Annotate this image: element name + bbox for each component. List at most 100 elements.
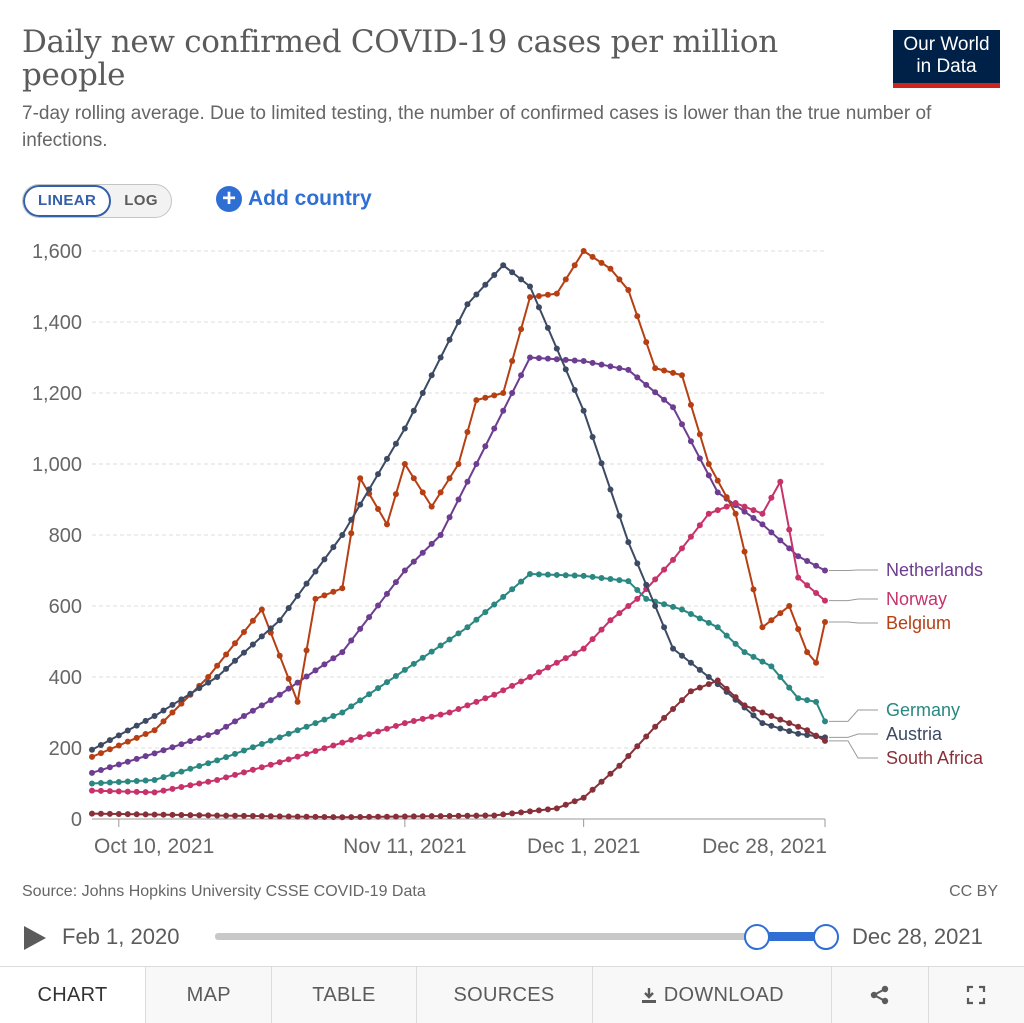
data-point — [133, 777, 140, 784]
data-point — [160, 718, 167, 725]
data-point — [169, 701, 176, 708]
data-point — [589, 253, 596, 260]
data-point — [562, 572, 569, 579]
linear-scale-button[interactable]: LINEAR — [23, 185, 112, 217]
data-point — [258, 813, 265, 820]
data-point — [571, 387, 578, 394]
share-button[interactable] — [831, 967, 927, 1023]
data-point — [455, 496, 462, 503]
x-tick-label: Nov 11, 2021 — [343, 835, 466, 858]
tab-table[interactable]: TABLE — [271, 967, 415, 1023]
data-point — [750, 705, 757, 712]
series-line — [91, 573, 826, 785]
data-point — [535, 304, 542, 311]
data-point — [330, 814, 337, 821]
data-point — [97, 810, 104, 817]
data-point — [678, 421, 685, 428]
data-point — [598, 778, 605, 785]
data-point — [705, 674, 712, 680]
data-point — [714, 677, 721, 684]
x-tick-label: Oct 10, 2021 — [94, 835, 214, 858]
data-point — [553, 659, 560, 666]
data-point — [482, 812, 489, 819]
data-point — [670, 404, 677, 411]
play-icon[interactable] — [24, 926, 46, 950]
data-point — [205, 732, 212, 739]
data-point — [410, 660, 417, 667]
x-tick-label: Dec 1, 2021 — [527, 835, 640, 858]
data-point — [491, 425, 498, 432]
data-point — [500, 687, 507, 694]
data-point — [366, 813, 373, 820]
data-point — [777, 716, 784, 723]
data-point — [714, 477, 721, 484]
data-point — [741, 649, 748, 656]
data-point — [89, 780, 95, 787]
logo-line-1: Our World — [903, 34, 990, 55]
data-point — [535, 807, 542, 814]
add-country-button[interactable]: + Add country — [216, 186, 372, 212]
data-point — [491, 812, 498, 819]
data-point — [133, 811, 140, 818]
data-point — [401, 461, 408, 467]
data-point — [89, 787, 95, 794]
data-point — [428, 372, 435, 379]
data-point — [357, 625, 364, 632]
data-point — [544, 664, 551, 671]
data-point — [678, 545, 685, 552]
data-point — [625, 603, 632, 609]
data-point — [643, 595, 650, 602]
timeline-start-handle[interactable] — [744, 924, 770, 950]
data-point — [285, 756, 292, 763]
data-point — [276, 813, 283, 820]
data-point — [285, 685, 292, 692]
data-point — [232, 812, 239, 819]
data-point — [687, 610, 694, 617]
log-scale-button[interactable]: LOG — [124, 192, 158, 209]
data-point — [294, 753, 301, 760]
y-tick-label: 1,000 — [32, 454, 82, 476]
data-point — [178, 741, 185, 748]
data-point — [723, 685, 730, 692]
data-point — [544, 291, 551, 298]
data-point — [795, 695, 802, 702]
data-point — [321, 592, 328, 599]
series-norway — [89, 478, 828, 796]
data-point — [419, 390, 426, 396]
y-tick-label: 1,400 — [32, 312, 82, 334]
data-point — [759, 720, 766, 727]
tab-map[interactable]: MAP — [145, 967, 271, 1023]
owid-logo[interactable]: Our World in Data — [893, 30, 1000, 88]
data-point — [527, 571, 534, 578]
data-point — [696, 455, 703, 462]
data-point — [151, 789, 158, 796]
data-point — [196, 812, 203, 819]
source-note[interactable]: Source: Johns Hopkins University CSSE CO… — [22, 883, 426, 900]
data-point — [553, 290, 560, 297]
data-point — [214, 729, 221, 736]
data-point — [544, 324, 551, 331]
data-point — [670, 645, 677, 652]
license-link[interactable]: CC BY — [949, 883, 998, 900]
timeline-end-handle[interactable] — [813, 924, 839, 950]
data-point — [294, 679, 301, 686]
data-point — [500, 390, 507, 396]
data-point — [330, 655, 337, 662]
data-point — [643, 381, 650, 388]
data-point — [464, 624, 471, 631]
legend-connector — [829, 709, 878, 722]
tab-chart[interactable]: CHART — [0, 967, 146, 1023]
data-point — [392, 440, 399, 447]
data-point — [348, 736, 355, 743]
y-tick-label: 1,200 — [32, 383, 82, 405]
timeline-track[interactable] — [215, 933, 825, 940]
data-point — [366, 486, 373, 493]
tab-download[interactable]: DOWNLOAD — [591, 967, 832, 1023]
data-point — [196, 780, 203, 787]
data-point — [375, 685, 382, 692]
data-point — [348, 814, 355, 821]
fullscreen-button[interactable] — [927, 967, 1024, 1023]
data-point — [509, 269, 516, 276]
data-point — [392, 579, 399, 586]
tab-sources[interactable]: SOURCES — [415, 967, 592, 1023]
